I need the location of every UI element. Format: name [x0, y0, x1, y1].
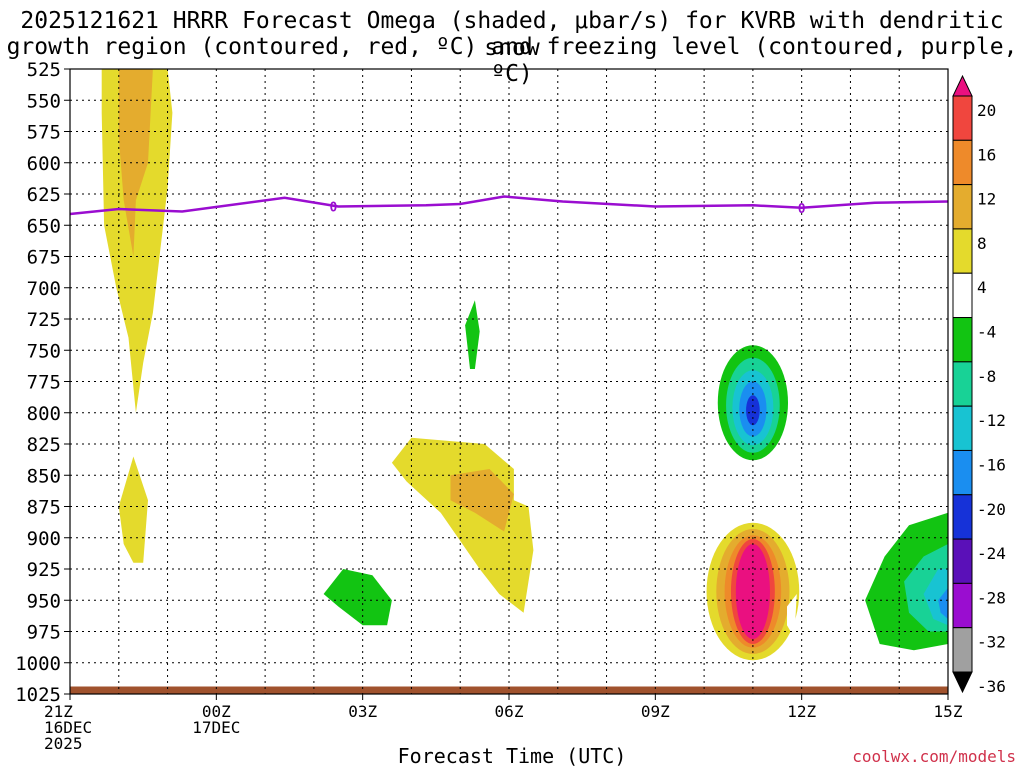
site-credit[interactable]: coolwx.com/models: [852, 747, 1016, 766]
y-tick-label: 600: [27, 153, 61, 175]
colorbar-label: -8: [977, 367, 996, 386]
freezing-level-line: [69, 195, 949, 216]
y-tick-label: 950: [27, 590, 61, 612]
x-tick-label: 21Z: [44, 702, 73, 721]
colorbar: 20 16 12 8 4 -4 -8 -12 -16 -20 -24 -28 -32 -36: [952, 74, 1006, 696]
colorbar-label: -36: [977, 677, 1006, 696]
colorbar-band: [952, 405, 973, 451]
colorbar-top-arrow: [952, 74, 973, 97]
x-tick-label: 15Z: [934, 702, 963, 721]
y-tick-label: 925: [27, 559, 61, 581]
y-axis: 525 550 575 600 625 650 675 700 725 750 775 800 825 8…: [15, 59, 70, 706]
omega-sinking-lower-right-core: [938, 587, 948, 619]
y-tick-label: 575: [27, 122, 61, 144]
y-tick-label: 825: [27, 434, 61, 456]
colorbar-band: [952, 139, 973, 186]
y-tick-label: 550: [27, 90, 61, 112]
omega-sinking-tiny-right: [787, 594, 797, 638]
colorbar-band: [952, 449, 973, 496]
x-tick-label: 09Z: [641, 702, 670, 721]
freezing-level-label: 0: [798, 202, 806, 217]
y-tick-label: 750: [27, 340, 61, 362]
plot-area-fill: [70, 69, 948, 694]
colorbar-band: [952, 228, 973, 274]
colorbar-band: [952, 361, 973, 407]
y-tick-label: 975: [27, 622, 61, 644]
y-tick-label: 1000: [15, 653, 61, 675]
colorbar-band: [952, 494, 973, 540]
colorbar-label: -28: [977, 588, 1006, 607]
x-tick-label: 2025: [44, 734, 83, 753]
colorbar-label: 12: [977, 190, 996, 209]
colorbar-label: -12: [977, 411, 1006, 430]
y-tick-label: 850: [27, 465, 61, 487]
x-tick-label: 03Z: [348, 702, 377, 721]
colorbar-label: 8: [977, 234, 987, 253]
colorbar-label: -32: [977, 633, 1006, 652]
y-tick-label: 625: [27, 184, 61, 206]
omega-rising-column-left: [101, 69, 173, 413]
omega-sinking-right-mid: [816, 169, 870, 319]
colorbar-band: [952, 627, 973, 673]
y-tick-label: 650: [27, 215, 61, 237]
chart-title-line-1: 2025121621 HRRR Forecast Omega (shaded, …: [20, 8, 1004, 61]
colorbar-label: 20: [977, 101, 996, 120]
y-tick-label: 775: [27, 372, 61, 394]
x-tick-label: 16DEC: [44, 718, 92, 737]
y-tick-label: 525: [27, 59, 61, 81]
colorbar-band: [952, 538, 973, 584]
colorbar-label: 4: [977, 278, 987, 297]
x-axis-title: Forecast Time (UTC): [397, 744, 627, 768]
colorbar-bottom-arrow: [952, 671, 973, 694]
y-tick-label: 900: [27, 528, 61, 550]
colorbar-label: -16: [977, 456, 1006, 475]
terrain-surface: [70, 686, 948, 694]
chart-title-line-2: growth region (contoured, red, ºC) and f…: [6, 34, 1018, 87]
y-tick-label: 800: [27, 403, 61, 425]
x-tick-label: 00Z: [202, 702, 231, 721]
y-tick-label: 700: [27, 278, 61, 300]
y-tick-label: 725: [27, 309, 61, 331]
colorbar-label: -4: [977, 323, 996, 342]
omega-sinking-strong-core: [746, 395, 760, 426]
grid-lines: [70, 69, 948, 694]
colorbar-band: [952, 317, 973, 363]
omega-sinking-upper-right: [718, 106, 753, 201]
omega-small-rising-left: [118, 456, 148, 563]
colorbar-band: [952, 272, 973, 319]
colorbar-band: [952, 184, 973, 230]
omega-sinking-lower-left-core: [323, 569, 392, 626]
colorbar-label: -24: [977, 544, 1006, 563]
y-tick-label: 675: [27, 247, 61, 269]
freezing-level-label: 0: [329, 201, 337, 216]
omega-rising-mid-core: [450, 469, 514, 532]
omega-rising-mid-lower: [391, 437, 534, 613]
omega-sinking-mid-upper: [435, 262, 495, 388]
colorbar-band: [952, 582, 973, 629]
colorbar-label: 16: [977, 145, 996, 164]
x-tick-label: 12Z: [787, 702, 816, 721]
colorbar-band: [952, 95, 973, 141]
y-tick-label: 1025: [15, 684, 61, 706]
omega-sinking-right-edge: [928, 237, 948, 351]
x-tick-label: 17DEC: [192, 718, 240, 737]
y-tick-label: 875: [27, 497, 61, 519]
colorbar-label: -20: [977, 500, 1006, 519]
x-tick-label: 06Z: [495, 702, 524, 721]
omega-sinking-mid-upper-core: [465, 300, 480, 369]
